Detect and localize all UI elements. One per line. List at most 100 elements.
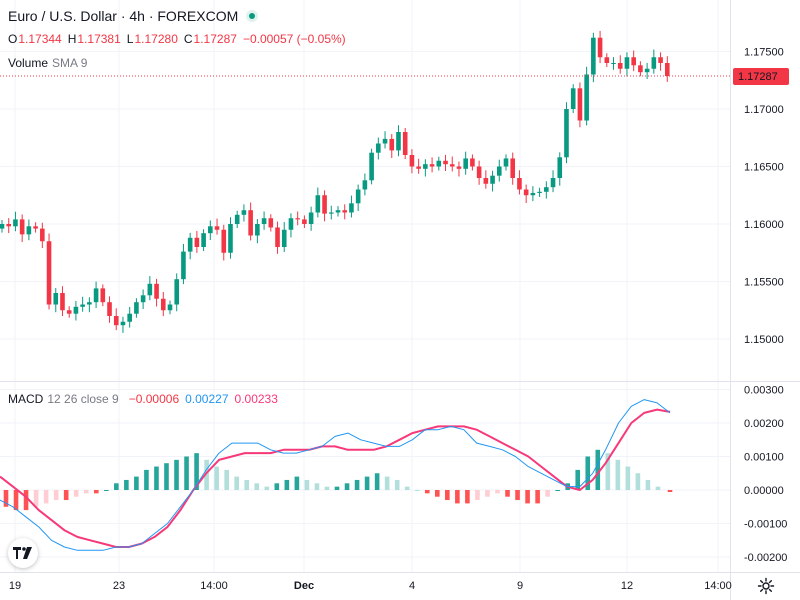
candle-body <box>228 224 233 253</box>
candle-body <box>355 189 361 204</box>
candle-up <box>591 32 596 83</box>
time-tick-label: 14:00 <box>704 580 732 592</box>
macd-line <box>0 399 671 551</box>
candle-body <box>463 158 468 169</box>
candle-body <box>6 224 12 227</box>
gear-icon[interactable] <box>756 576 776 596</box>
candle-down <box>66 306 72 318</box>
candle-up <box>281 222 287 252</box>
candle-up <box>120 316 126 333</box>
macd-tick-label: -0.00100 <box>744 519 787 531</box>
macd-tick-label: 0.00000 <box>744 485 784 497</box>
candle-down <box>100 284 106 307</box>
candle-up <box>140 289 146 309</box>
candle-up <box>13 211 18 232</box>
macd-label[interactable]: MACD <box>8 392 44 406</box>
candle-down <box>295 211 300 226</box>
candle-down <box>517 170 522 195</box>
histogram-bar <box>475 490 480 501</box>
macd-axis[interactable]: 0.00300 0.00200 0.00100 0.00000 -0.00100 -0.0… <box>744 385 787 565</box>
candle-body <box>0 224 5 229</box>
candle-down <box>248 202 253 241</box>
candle-body <box>208 226 213 234</box>
candle-body <box>13 219 18 227</box>
candle-body <box>389 138 395 151</box>
candle-up <box>241 204 247 222</box>
histogram-bar <box>184 456 189 490</box>
price-tick-label: 1.16500 <box>744 162 784 174</box>
candle-body <box>221 229 227 253</box>
candle-up <box>261 211 267 230</box>
symbol-legend[interactable]: Euro / U.S. Dollar · 4h · FOREXCOM <box>8 8 259 24</box>
candle-up <box>288 213 294 238</box>
macd-legend[interactable]: MACD 12 26 close 9 −0.00006 0.00227 0.00… <box>8 392 278 406</box>
tradingview-logo-icon[interactable] <box>8 538 38 568</box>
histogram-bar <box>284 479 290 490</box>
volume-legend[interactable]: Volume SMA 9 <box>8 56 87 70</box>
macd-tick-label: -0.00200 <box>744 552 787 564</box>
histogram-bar <box>104 490 109 491</box>
open-value: 1.17344 <box>18 32 62 46</box>
candle-up <box>73 300 79 321</box>
last-price-label: 1.17287 <box>738 71 778 83</box>
candle-up <box>611 57 616 70</box>
candle-down <box>456 161 462 177</box>
candle-down <box>19 214 25 243</box>
histogram-bar <box>435 490 440 497</box>
volume-label[interactable]: Volume <box>8 56 49 70</box>
price-tick-label: 1.17500 <box>744 47 784 59</box>
candle-body <box>443 160 448 165</box>
histogram-bar <box>174 459 179 490</box>
candle-up <box>651 49 657 74</box>
candle-up <box>496 159 502 182</box>
symbol-title[interactable]: Euro / U.S. Dollar · 4h · FOREXCOM <box>8 8 239 24</box>
candle-body <box>187 237 193 252</box>
candle-body <box>302 219 307 224</box>
histogram-bar <box>83 490 89 494</box>
price-tick-label: 1.15500 <box>744 277 784 289</box>
candle-body <box>73 306 79 314</box>
time-tick-label: 14:00 <box>200 580 228 592</box>
candle-down <box>476 160 482 185</box>
price-axis[interactable]: 1.17500 1.17000 1.16500 1.16000 1.15500 1.150… <box>744 47 784 347</box>
histogram-bar <box>595 449 601 490</box>
histogram-bar <box>154 466 159 490</box>
time-axis[interactable]: 19 23 14:00 Dec 4 9 12 14:00 <box>9 580 732 592</box>
candle-body <box>550 178 556 188</box>
candle-up <box>174 273 180 312</box>
candle-up <box>550 170 556 193</box>
candle-down <box>160 291 166 317</box>
candle-body <box>429 164 435 167</box>
candle-body <box>470 158 475 167</box>
histogram-bar <box>314 483 320 490</box>
histogram-bar <box>465 490 470 504</box>
histogram-bar <box>635 473 641 490</box>
candle-down <box>6 218 12 234</box>
signal-line <box>0 408 671 548</box>
candle-up <box>93 281 99 309</box>
histogram-bar <box>244 479 250 490</box>
histogram-bar <box>164 463 169 490</box>
histogram-bar <box>3 490 9 507</box>
candle-down <box>275 221 280 254</box>
candle-down <box>664 56 670 82</box>
candle-up <box>376 137 381 160</box>
histogram-bar <box>43 490 49 504</box>
candle-down <box>33 222 38 233</box>
candle-up <box>503 154 509 171</box>
candle-down <box>510 152 516 185</box>
price-tick-label: 1.16000 <box>744 219 784 231</box>
candle-up <box>181 243 186 285</box>
candle-body <box>26 226 32 235</box>
histogram-bar <box>374 473 380 490</box>
candle-body <box>322 195 327 214</box>
signal-value: 0.00233 <box>234 392 278 406</box>
candle-up <box>349 195 354 218</box>
tv-logo-glyph <box>13 547 32 559</box>
histogram-bar <box>424 490 430 494</box>
low-key: L <box>126 32 134 46</box>
candle-up <box>490 170 495 192</box>
candle-body <box>523 189 529 196</box>
candle-body <box>113 316 119 326</box>
